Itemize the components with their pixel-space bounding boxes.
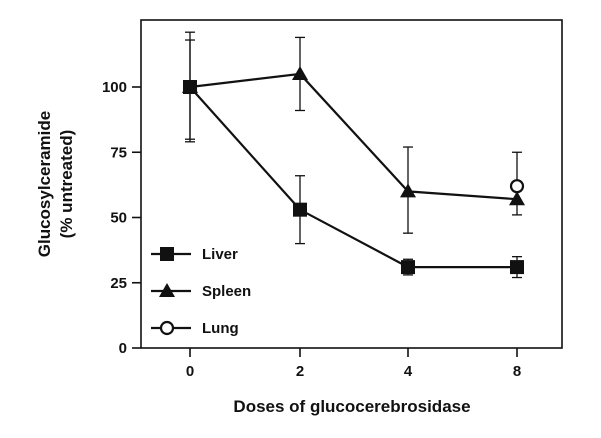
y-tick-label: 0 — [119, 340, 127, 357]
x-tick-label: 8 — [513, 363, 521, 380]
data-point-spleen — [400, 183, 416, 198]
legend-label-liver: Liver — [202, 246, 238, 263]
y-tick-label: 50 — [110, 210, 127, 227]
legend-item-spleen: Spleen — [151, 283, 251, 300]
y-axis: 0 25 50 75 100 — [102, 79, 141, 357]
legend-marker-liver — [160, 247, 174, 261]
legend-label-lung: Lung — [202, 320, 239, 337]
x-axis-title: Doses of glucocerebrosidase — [233, 397, 470, 416]
x-tick-label: 4 — [404, 363, 413, 380]
y-tick-label: 75 — [110, 144, 127, 161]
legend-item-liver: Liver — [151, 246, 238, 263]
error-bars — [185, 31, 522, 279]
y-tick-label: 25 — [110, 275, 127, 292]
data-markers — [182, 65, 525, 275]
x-tick-label: 2 — [296, 363, 304, 380]
data-point-spleen — [509, 191, 525, 206]
plot-frame — [140, 19, 563, 349]
data-point-liver — [293, 202, 307, 217]
series-lines — [189, 72, 518, 269]
data-point-liver — [510, 260, 524, 275]
y-tick-label: 100 — [102, 79, 127, 96]
legend: Liver Spleen Lung — [151, 246, 251, 337]
series-line-spleen — [189, 72, 518, 201]
data-point-spleen — [182, 79, 198, 93]
legend-marker-lung — [159, 320, 175, 336]
y-axis-title-line-1: Glucosylceramide — [35, 111, 54, 257]
legend-label-spleen: Spleen — [202, 283, 251, 300]
data-point-spleen — [292, 65, 308, 80]
x-axis: 0 2 4 8 — [186, 348, 521, 380]
y-axis-title-line-2: (% untreated) — [57, 130, 76, 239]
data-point-lung — [509, 179, 525, 194]
legend-item-lung: Lung — [151, 320, 239, 337]
series-line-liver — [189, 86, 517, 269]
legend-marker-spleen — [159, 283, 175, 297]
data-point-liver — [401, 260, 415, 275]
y-axis-title: Glucosylceramide (% untreated) — [35, 111, 76, 257]
x-tick-label: 0 — [186, 363, 194, 380]
